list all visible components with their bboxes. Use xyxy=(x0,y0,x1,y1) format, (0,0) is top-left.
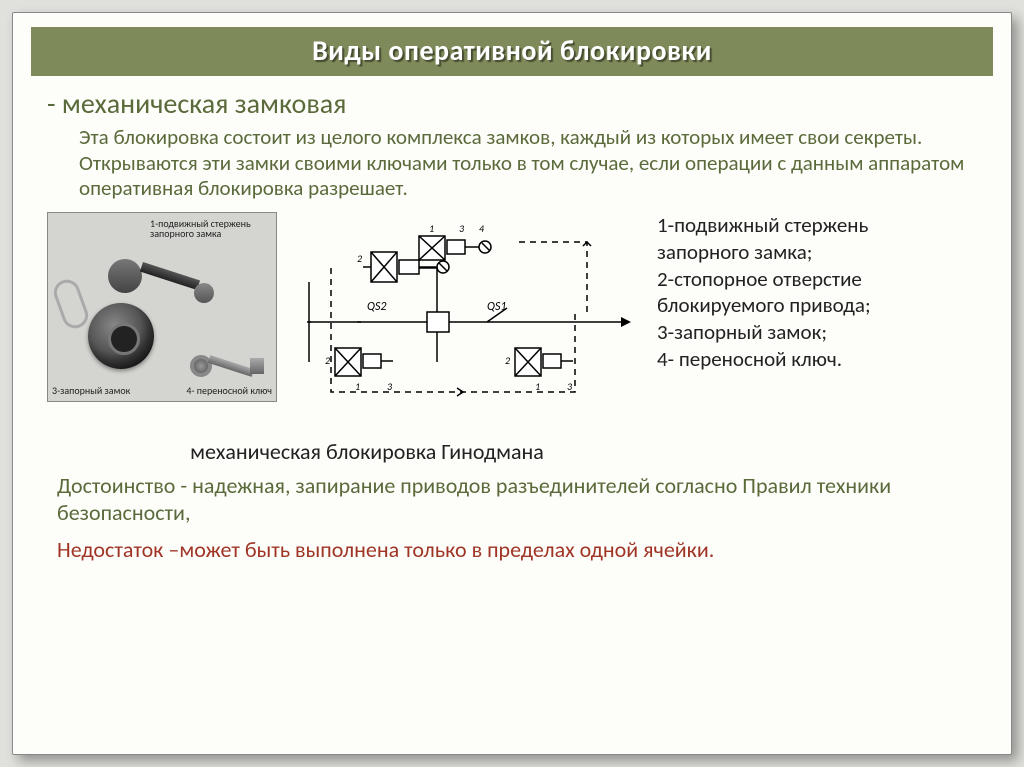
svg-text:3: 3 xyxy=(387,380,392,393)
legend-item-1: 1-подвижный стержень xyxy=(657,212,977,239)
schematic-diagram: 1 3 4 2 xyxy=(287,212,647,422)
legend-item-1b: запорного замка; xyxy=(657,239,977,266)
svg-text:4: 4 xyxy=(479,222,485,235)
legend-list: 1-подвижный стержень запорного замка; 2-… xyxy=(657,212,977,373)
legend-item-4: 4- переносной ключ. xyxy=(657,346,977,373)
advantage-text: Достоинство - надежная, запирание привод… xyxy=(57,473,977,527)
svg-text:2: 2 xyxy=(357,252,362,265)
svg-text:3: 3 xyxy=(459,222,464,235)
legend-item-2b: блокируемого привода; xyxy=(657,292,977,319)
photo-label-bl: 3-запорный замок xyxy=(52,386,130,397)
middle-row: 1-подвижный стержень запорного замка 3-з… xyxy=(47,212,977,422)
schematic-label-qs2: QS2 xyxy=(367,300,386,314)
subtitle: - механическая замковая xyxy=(47,86,977,121)
svg-text:2: 2 xyxy=(505,354,510,367)
svg-text:1: 1 xyxy=(429,222,434,235)
svg-text:1: 1 xyxy=(535,380,540,393)
slide-title: Виды оперативной блокировки xyxy=(55,33,969,68)
photo-label-top: 1-подвижный стержень запорного замка xyxy=(150,219,270,240)
photo-label-br: 4- переносной ключ xyxy=(186,386,272,397)
diagram-caption: механическая блокировка Гинодмана xyxy=(107,438,627,465)
lock-photo: 1-подвижный стержень запорного замка 3-з… xyxy=(47,212,277,402)
svg-text:2: 2 xyxy=(325,354,330,367)
svg-text:1: 1 xyxy=(355,380,360,393)
legend-item-2: 2-стопорное отверстие xyxy=(657,266,977,293)
disadvantage-text: Недостаток –может быть выполнена только … xyxy=(57,536,977,563)
slide-frame: Виды оперативной блокировки - механическ… xyxy=(12,12,1012,755)
legend-item-3: 3-запорный замок; xyxy=(657,319,977,346)
svg-text:3: 3 xyxy=(567,380,572,393)
description-paragraph: Эта блокировка состоит из целого комплек… xyxy=(79,125,977,202)
content-area: - механическая замковая Эта блокировка с… xyxy=(13,86,1011,573)
title-bar: Виды оперативной блокировки xyxy=(31,27,993,76)
schematic-label-qs1: QS1 xyxy=(487,300,506,314)
